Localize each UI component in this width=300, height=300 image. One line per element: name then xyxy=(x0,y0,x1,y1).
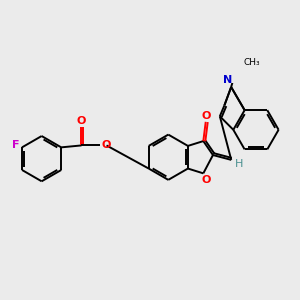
Text: O: O xyxy=(201,111,210,121)
Text: CH₃: CH₃ xyxy=(244,58,260,68)
Text: F: F xyxy=(13,140,20,150)
Text: H: H xyxy=(235,159,243,169)
Text: N: N xyxy=(223,75,232,85)
Text: O: O xyxy=(77,116,86,126)
Text: O: O xyxy=(202,175,211,185)
Text: O: O xyxy=(102,140,111,150)
